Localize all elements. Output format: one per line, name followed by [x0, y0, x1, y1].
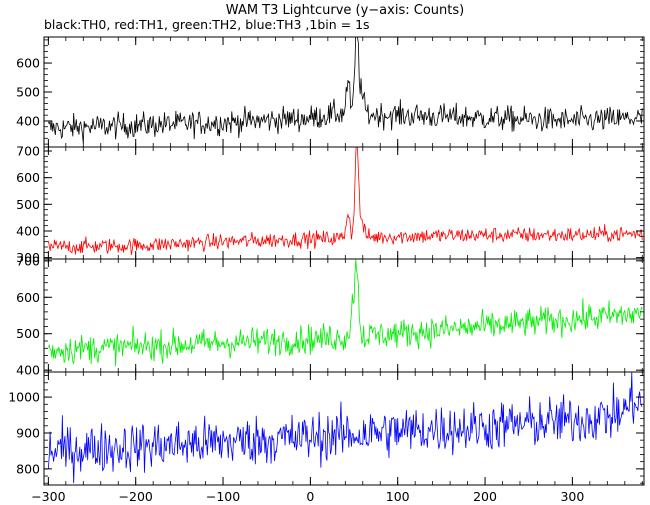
x-tick-label: 0	[306, 489, 314, 504]
x-tick-label: 100	[386, 489, 410, 504]
chart-subtitle: black:TH0, red:TH1, green:TH2, blue:TH3 …	[44, 17, 370, 32]
y-tick-label: 500	[16, 326, 40, 341]
series-line-th2	[47, 259, 643, 367]
x-tick-label: 300	[560, 489, 584, 504]
y-tick-label: 700	[16, 144, 40, 159]
x-tick-label: −200	[119, 489, 153, 504]
y-tick-label: 600	[16, 56, 40, 71]
plot-area: 400 500 600 300 400 500 600 700 400 500 600 700 800 9…	[8, 36, 645, 504]
series-line-th3	[47, 372, 643, 484]
chart-title: WAM T3 Lightcurve (y−axis: Counts)	[226, 3, 464, 18]
panel-th1: 300 400 500 600 700	[16, 144, 645, 265]
series-line-th1	[47, 147, 643, 255]
y-tick-label: 400	[16, 113, 40, 128]
panel-frame	[43, 371, 645, 486]
y-tick-label: 800	[16, 461, 40, 476]
y-tick-label: 1000	[8, 390, 40, 405]
y-tick-label: 700	[16, 253, 40, 268]
panel-th2: 400 500 600 700	[16, 253, 645, 378]
y-tick-label: 300	[16, 250, 40, 265]
panel-th3: 800 900 1000 −300 −200 −100 0 100 200 300	[8, 371, 645, 504]
panel-frame	[43, 258, 645, 373]
y-tick-label: 600	[16, 290, 40, 305]
x-tick-label: 200	[473, 489, 497, 504]
x-tick-label: −300	[31, 489, 65, 504]
y-tick-label: 400	[16, 363, 40, 378]
y-tick-label: 900	[16, 425, 40, 440]
series-line-th0	[48, 37, 643, 144]
y-tick-label: 400	[16, 224, 40, 239]
y-tick-label: 500	[16, 197, 40, 212]
y-tick-label: 600	[16, 170, 40, 185]
y-tick-label: 500	[16, 85, 40, 100]
x-tick-label: −100	[206, 489, 240, 504]
panel-th0: 400 500 600	[16, 36, 645, 148]
